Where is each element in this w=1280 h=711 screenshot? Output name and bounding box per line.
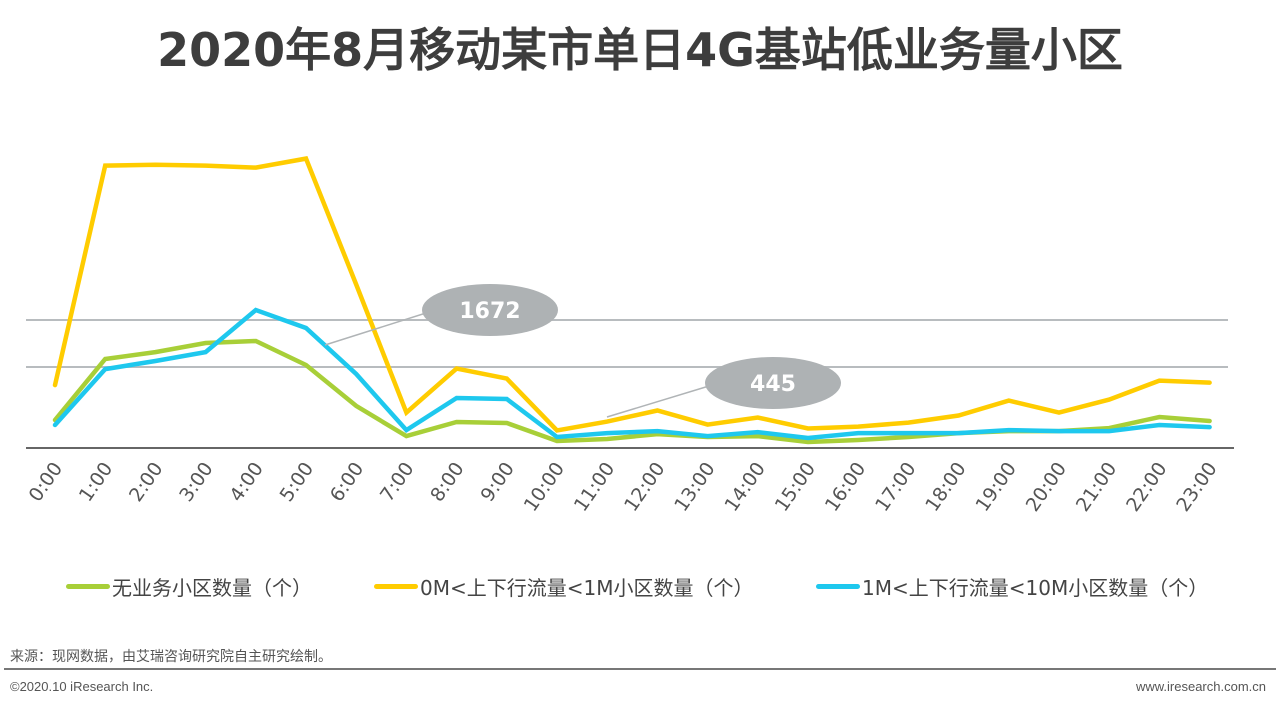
x-tick-label: 16:00 xyxy=(821,458,870,515)
x-tick-label: 13:00 xyxy=(670,458,719,515)
x-tick-label: 10:00 xyxy=(520,458,569,515)
x-tick-label: 15:00 xyxy=(771,458,820,515)
x-tick-label: 2:00 xyxy=(125,458,167,506)
annotation-leader xyxy=(606,385,710,418)
x-tick-label: 19:00 xyxy=(971,458,1020,515)
annotation-leader xyxy=(324,312,427,346)
series-lines xyxy=(52,156,1212,445)
x-tick-label: 7:00 xyxy=(376,458,418,506)
website-link[interactable]: www.iresearch.com.cn xyxy=(1135,679,1266,694)
series-line-0 xyxy=(52,338,1212,445)
x-tick-label: 23:00 xyxy=(1172,458,1221,515)
series-line-1 xyxy=(52,156,1212,433)
legend-swatch-green xyxy=(66,584,110,589)
legend-label: 0M<上下行流量<1M小区数量（个） xyxy=(420,576,754,600)
x-tick-label: 6:00 xyxy=(326,458,368,506)
x-tick-label: 3:00 xyxy=(175,458,217,506)
series-line-2 xyxy=(52,307,1212,441)
x-tick-label: 8:00 xyxy=(426,458,468,506)
footer-divider xyxy=(4,668,1276,670)
x-tick-label: 5:00 xyxy=(276,458,318,506)
line-chart: 1672 445 0:00 1:00 2:00 3:00 4:00 5:00 6:00 7:00… xyxy=(25,156,1234,516)
x-tick-label: 1:00 xyxy=(75,458,117,506)
x-tick-label: 21:00 xyxy=(1072,458,1121,515)
legend-label: 无业务小区数量（个） xyxy=(112,576,312,600)
x-tick-labels: 0:00 1:00 2:00 3:00 4:00 5:00 6:00 7:00 8:00 9:00… xyxy=(25,458,1222,515)
legend: 无业务小区数量（个） 0M<上下行流量<1M小区数量（个） 1M<上下行流量<1… xyxy=(0,572,1280,608)
x-tick-label: 11:00 xyxy=(570,458,619,515)
legend-item: 无业务小区数量（个） xyxy=(66,572,312,601)
legend-label: 1M<上下行流量<10M小区数量（个） xyxy=(862,576,1209,600)
x-tick-label: 17:00 xyxy=(871,458,920,515)
annotation-bubble xyxy=(422,284,558,336)
annotation-bubble xyxy=(705,357,841,409)
x-tick-label: 9:00 xyxy=(476,458,518,506)
annotation-label: 445 xyxy=(750,372,796,397)
source-note: 来源：现网数据，由艾瑞咨询研究院自主研究绘制。 xyxy=(10,649,332,665)
x-tick-label: 0:00 xyxy=(25,458,67,506)
legend-swatch-blue xyxy=(816,584,860,589)
gridlines xyxy=(26,319,1228,369)
legend-item: 1M<上下行流量<10M小区数量（个） xyxy=(816,572,1208,601)
legend-swatch-yellow xyxy=(374,584,418,589)
chart-title: 2020年8月移动某市单日4G基站低业务量小区 xyxy=(157,23,1123,77)
legend-item: 0M<上下行流量<1M小区数量（个） xyxy=(374,572,753,601)
annotations: 1672 445 xyxy=(324,284,841,418)
x-tick-label: 18:00 xyxy=(921,458,970,515)
copyright: ©2020.10 iResearch Inc. xyxy=(10,679,154,694)
x-tick-label: 14:00 xyxy=(720,458,769,515)
x-tick-label: 20:00 xyxy=(1022,458,1071,515)
x-tick-label: 22:00 xyxy=(1122,458,1171,515)
annotation-label: 1672 xyxy=(459,299,520,324)
x-tick-label: 4:00 xyxy=(225,458,267,506)
x-tick-label: 12:00 xyxy=(620,458,669,515)
